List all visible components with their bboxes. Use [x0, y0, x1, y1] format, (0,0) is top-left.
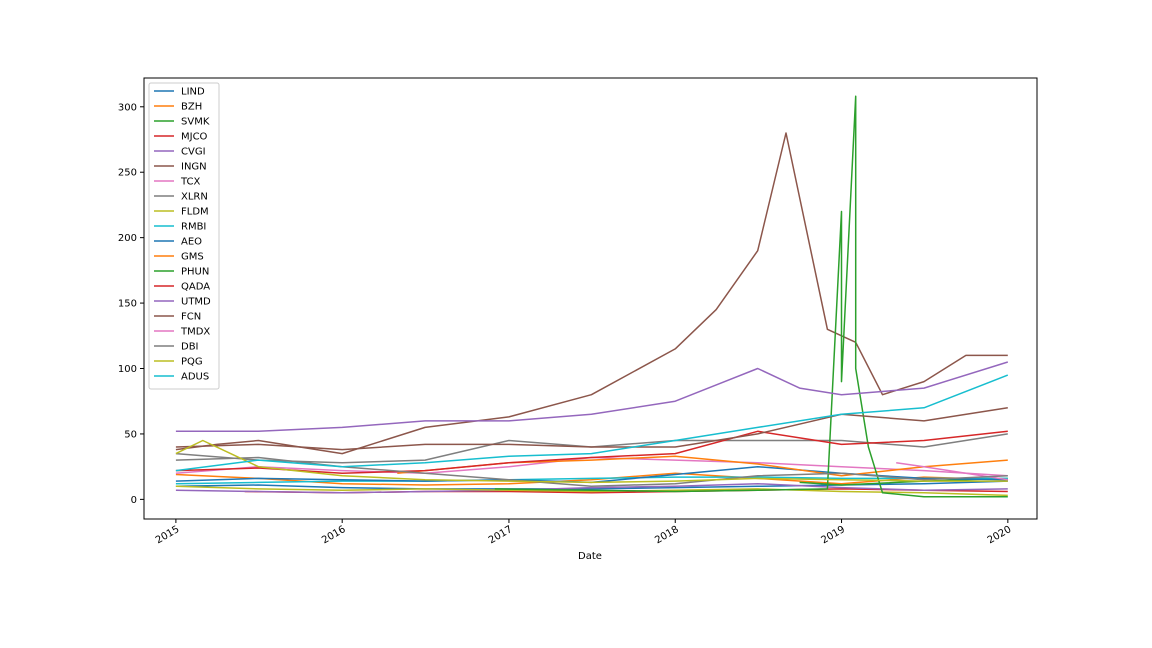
- legend-label: LIND: [181, 87, 205, 98]
- x-tick-label: 2018: [653, 524, 681, 546]
- y-axis: 0 50 100 150 200 250 300: [118, 102, 144, 506]
- legend-label: TCX: [180, 177, 201, 188]
- legend-label: TMDX: [180, 327, 210, 338]
- x-tick-label: 2015: [154, 524, 182, 546]
- x-tick-label: 2019: [819, 524, 847, 546]
- legend-label: AEO: [181, 237, 202, 248]
- x-tick-label: 2016: [320, 524, 348, 546]
- legend-label: FLDM: [181, 207, 209, 218]
- legend-label: DBI: [181, 342, 199, 353]
- series-line-rmbi: [175, 476, 1008, 485]
- y-tick-label: 300: [118, 102, 137, 113]
- x-tick-label: 2017: [487, 524, 515, 546]
- plot-frame: [143, 77, 1038, 520]
- legend-label: FCN: [181, 312, 201, 323]
- series-line-phun: [494, 95, 1008, 498]
- series-line-lind: [175, 480, 1008, 490]
- legend-label: QADA: [181, 282, 210, 293]
- series-line-fldm: [175, 485, 1008, 497]
- y-tick-label: 50: [124, 429, 137, 440]
- legend-box: [148, 82, 220, 390]
- legend-label: SVMK: [181, 117, 210, 128]
- legend-label: RMBI: [181, 222, 206, 233]
- legend-label: INGN: [181, 162, 207, 173]
- legend-label: PQG: [181, 357, 203, 368]
- y-tick-label: 250: [118, 168, 137, 179]
- series-line-utmd: [175, 361, 1009, 433]
- series-line-fcn: [175, 407, 1008, 451]
- x-axis-label: Date: [578, 551, 602, 562]
- series-line-adus: [175, 374, 1009, 472]
- y-tick-label: 0: [131, 495, 137, 506]
- series-line-cvgi: [175, 482, 1008, 494]
- y-tick-label: 200: [118, 233, 137, 244]
- series-line-dbi: [175, 456, 1008, 488]
- legend: LIND BZH SVMK MJCO CVGI INGN TCX XLRN FLDM RMBI AE…: [148, 82, 220, 390]
- legend-label: ADUS: [181, 372, 209, 383]
- legend-label: PHUN: [181, 267, 209, 278]
- y-tick-label: 100: [118, 364, 137, 375]
- legend-label: CVGI: [181, 147, 206, 158]
- legend-label: UTMD: [181, 297, 211, 308]
- legend-label: XLRN: [181, 192, 208, 203]
- series-line-pqg: [175, 439, 1008, 484]
- x-tick-label: 2020: [986, 524, 1014, 546]
- legend-label: GMS: [181, 252, 204, 263]
- x-axis: 2015 2016 2017 2018 2019 2020: [154, 519, 1013, 546]
- series-layer: [175, 95, 1009, 498]
- legend-label: MJCO: [181, 132, 208, 143]
- series-line-qada: [175, 430, 1008, 474]
- legend-label: BZH: [181, 102, 202, 113]
- series-line-xlrn: [175, 433, 1008, 464]
- series-line-ingn: [175, 132, 1008, 455]
- y-tick-label: 150: [118, 299, 137, 310]
